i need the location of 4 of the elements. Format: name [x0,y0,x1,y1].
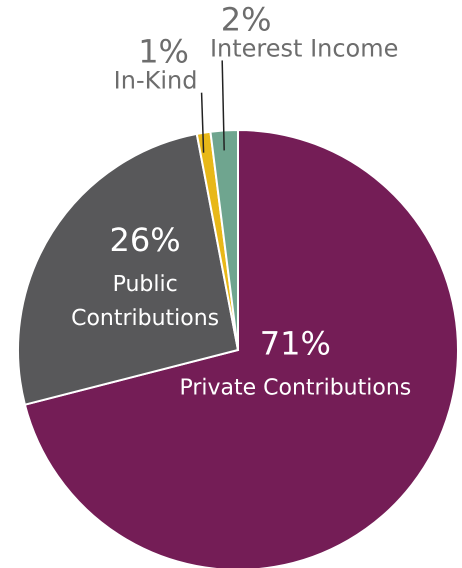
slice-label: Public Contributions [71,272,220,332]
data-label: 71% [260,324,331,362]
slice-label: Private Contributions [179,375,412,400]
data-label: 26% [110,221,181,260]
